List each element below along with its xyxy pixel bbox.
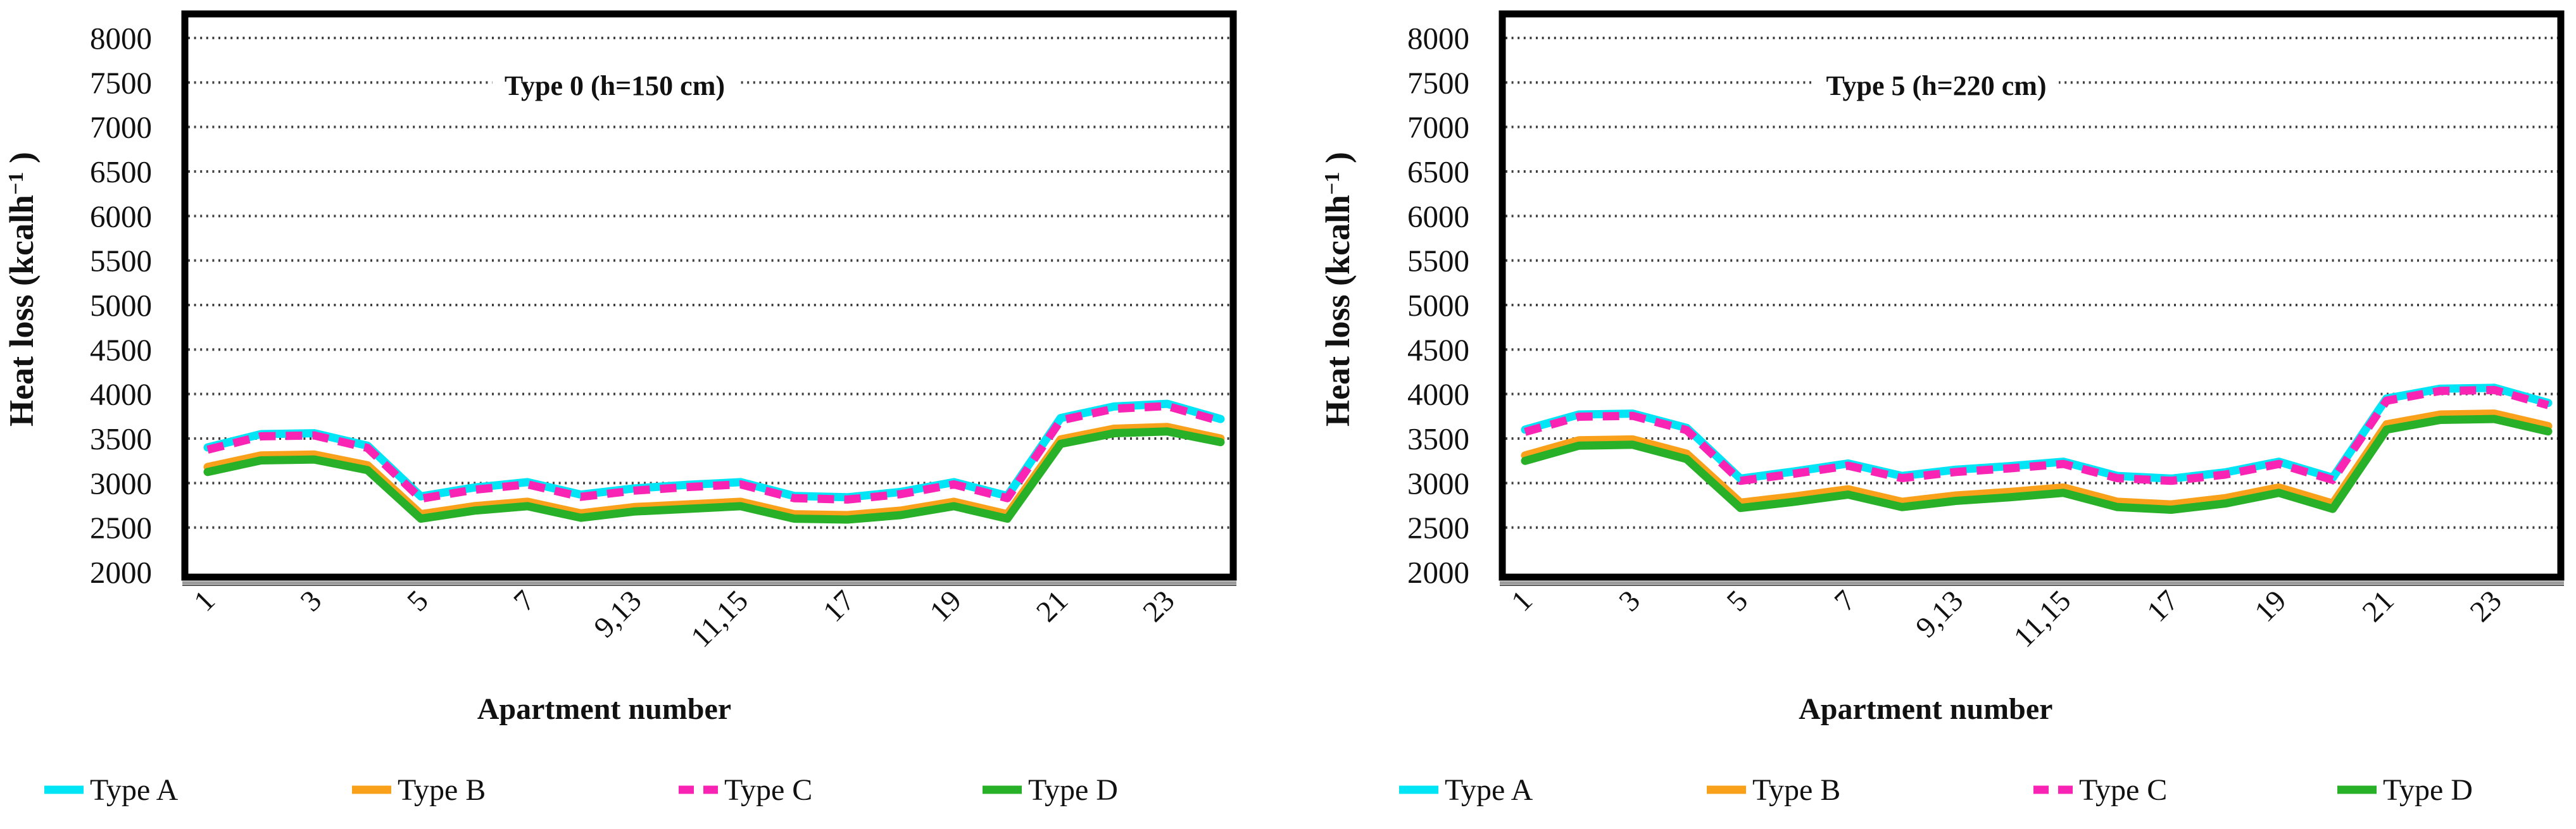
legend-label-type-a: Type A [1445,773,1533,807]
x-tick-label-19: 19 [2249,584,2293,628]
series-line-type-c [206,402,1222,504]
legend-label-type-c: Type C [2079,773,2167,807]
x-tick-label-23: 23 [2464,584,2508,628]
legend-label-type-b: Type B [398,773,486,807]
x-tick-label-23: 23 [1137,584,1181,628]
y-tick-label-7500: 7500 [90,65,152,100]
x-tick-label-9-13: 9,13 [1909,584,1970,644]
y-tick-label-6000: 6000 [1407,199,1469,234]
chart-title: Type 0 (h=150 cm) [505,70,725,101]
x-tick-label-3: 3 [294,584,328,618]
y-tick-label-8000: 8000 [90,21,152,56]
x-tick-label-7: 7 [508,584,541,618]
y-tick-label-3500: 3500 [1407,421,1469,456]
x-tick-label-1: 1 [187,584,221,618]
y-tick-label-5000: 5000 [1407,288,1469,323]
y-tick-label-4500: 4500 [1407,332,1469,367]
x-tick-label-9-13: 9,13 [588,584,648,644]
series-line-type-c [1524,385,2549,485]
y-tick-label-3000: 3000 [1407,466,1469,501]
x-tick-label-3: 3 [1612,584,1646,618]
chart-title-backing [492,65,738,104]
y-tick-label-6000: 6000 [90,199,152,234]
y-tick-label-4500: 4500 [90,332,152,367]
chart-title-backing [1814,65,2059,104]
x-tick-label-19: 19 [924,584,968,628]
legend-label-type-b: Type B [1752,773,1840,807]
y-tick-label-6500: 6500 [90,154,152,189]
y-tick-label-2500: 2500 [1407,511,1469,545]
chart-type5-panel: Type 5 (h=220 cm) 2000 2500 3000 3500 4000 450… [1288,0,2576,829]
x-axis-title: Apartment number [477,692,731,726]
plot-border [181,10,1237,581]
series-line-type-d [203,427,1225,524]
y-tick-label-7000: 7000 [1407,110,1469,145]
y-tick-label-6500: 6500 [1407,154,1469,189]
y-tick-label-5500: 5500 [90,244,152,278]
x-tick-label-7: 7 [1828,584,1862,618]
y-axis-title: Heat loss (kcalh−1 ) [3,152,41,427]
y-tick-label-5000: 5000 [90,288,152,323]
y-tick-label-4000: 4000 [1407,377,1469,412]
x-tick-label-21: 21 [1030,584,1074,628]
chart-title: Type 5 (h=220 cm) [1826,70,2046,101]
y-tick-label-2000: 2000 [90,555,152,590]
y-axis-title: Heat loss (kcalh−1 ) [1319,152,1357,427]
x-tick-label-11-15: 11,15 [2007,584,2077,654]
y-tick-label-3500: 3500 [90,421,152,456]
y-tick-label-5500: 5500 [1407,244,1469,278]
legend-label-type-c: Type C [724,773,812,807]
plot-border [1498,10,2565,581]
x-tick-label-5: 5 [1721,584,1754,618]
chart-type0-panel: Type 0 (h=150 cm) 2000 2500 3000 3500 4000 450… [3,10,1237,807]
x-tick-label-11-15: 11,15 [685,584,755,654]
x-tick-label-1: 1 [1505,584,1538,618]
chart-type5-canvas: Type 5 (h=220 cm) 2000 2500 3000 3500 4000 450… [1319,10,2565,807]
chart-type0-canvas: Type 0 (h=150 cm) 2000 2500 3000 3500 4000 450… [3,10,1237,807]
x-tick-label-5: 5 [401,584,434,618]
x-tick-label-17: 17 [817,584,861,628]
y-tick-label-7500: 7500 [1407,65,1469,100]
y-tick-label-8000: 8000 [1407,21,1469,56]
y-tick-label-3000: 3000 [90,466,152,501]
x-axis-title: Apartment number [1799,692,2052,726]
y-tick-label-4000: 4000 [90,377,152,412]
y-tick-label-7000: 7000 [90,110,152,145]
legend-label-type-d: Type D [2383,773,2473,807]
legend-label-type-d: Type D [1028,773,1118,807]
legend-label-type-a: Type A [90,773,179,807]
x-tick-label-21: 21 [2356,584,2401,628]
y-tick-label-2500: 2500 [90,511,152,545]
series-line-type-d [1521,414,2553,514]
y-tick-label-2000: 2000 [1407,555,1469,590]
x-tick-label-17: 17 [2140,584,2185,628]
